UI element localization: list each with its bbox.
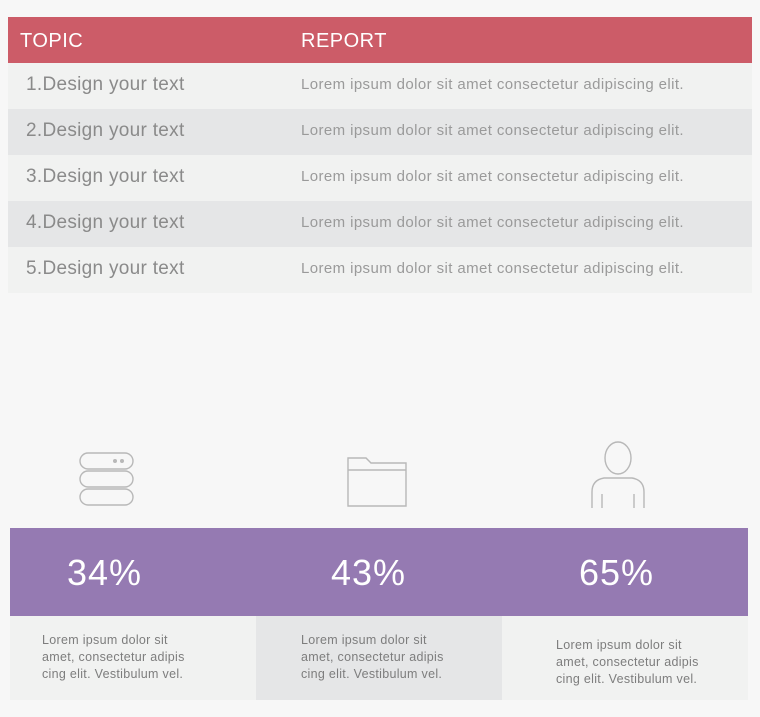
stat-value: 65% [579, 552, 655, 593]
user-icon [578, 440, 658, 515]
desc-line: cing elit. Vestibulum vel. [301, 667, 443, 681]
header-report: REPORT [301, 30, 387, 52]
desc-line: Lorem ipsum dolor sit [42, 633, 168, 647]
desc-line: Lorem ipsum dolor sit [556, 638, 682, 652]
row-topic: 2.Design your text [26, 120, 185, 141]
table-row: 2.Design your text Lorem ipsum dolor sit… [8, 109, 752, 155]
desc-line: amet, consectetur adipis [42, 650, 185, 664]
stat-description: Lorem ipsum dolor sit amet, consectetur … [502, 616, 748, 700]
row-topic: 4.Design your text [26, 212, 185, 233]
row-report: Lorem ipsum dolor sit amet consectetur a… [301, 214, 684, 231]
desc-line: Lorem ipsum dolor sit [301, 633, 427, 647]
row-topic: 3.Design your text [26, 166, 185, 187]
stat-description: Lorem ipsum dolor sit amet, consectetur … [256, 616, 502, 700]
desc-line: cing elit. Vestibulum vel. [556, 672, 698, 686]
table-header: TOPIC REPORT [8, 17, 752, 63]
server-icon [67, 440, 147, 515]
table-row: 3.Design your text Lorem ipsum dolor sit… [8, 155, 752, 201]
stat-description: Lorem ipsum dolor sit amet, consectetur … [10, 616, 256, 700]
stats-band: 34% 43% 65% [10, 528, 748, 616]
desc-line: amet, consectetur adipis [301, 650, 444, 664]
table-row: 1.Design your text Lorem ipsum dolor sit… [8, 63, 752, 109]
row-topic: 1.Design your text [26, 74, 185, 95]
row-report: Lorem ipsum dolor sit amet consectetur a… [301, 76, 684, 93]
row-report: Lorem ipsum dolor sit amet consectetur a… [301, 168, 684, 185]
row-report: Lorem ipsum dolor sit amet consectetur a… [301, 260, 684, 277]
row-report: Lorem ipsum dolor sit amet consectetur a… [301, 122, 684, 139]
desc-line: amet, consectetur adipis [556, 655, 699, 669]
row-topic: 5.Design your text [26, 258, 185, 279]
desc-line: cing elit. Vestibulum vel. [42, 667, 184, 681]
stat-value: 34% [67, 552, 143, 593]
header-topic: TOPIC [20, 30, 84, 52]
table-row: 5.Design your text Lorem ipsum dolor sit… [8, 247, 752, 293]
table-row: 4.Design your text Lorem ipsum dolor sit… [8, 201, 752, 247]
report-table: TOPIC REPORT 1.Design your text Lorem ip… [8, 17, 752, 293]
stat-value: 43% [331, 552, 407, 593]
folder-icon [336, 440, 416, 515]
